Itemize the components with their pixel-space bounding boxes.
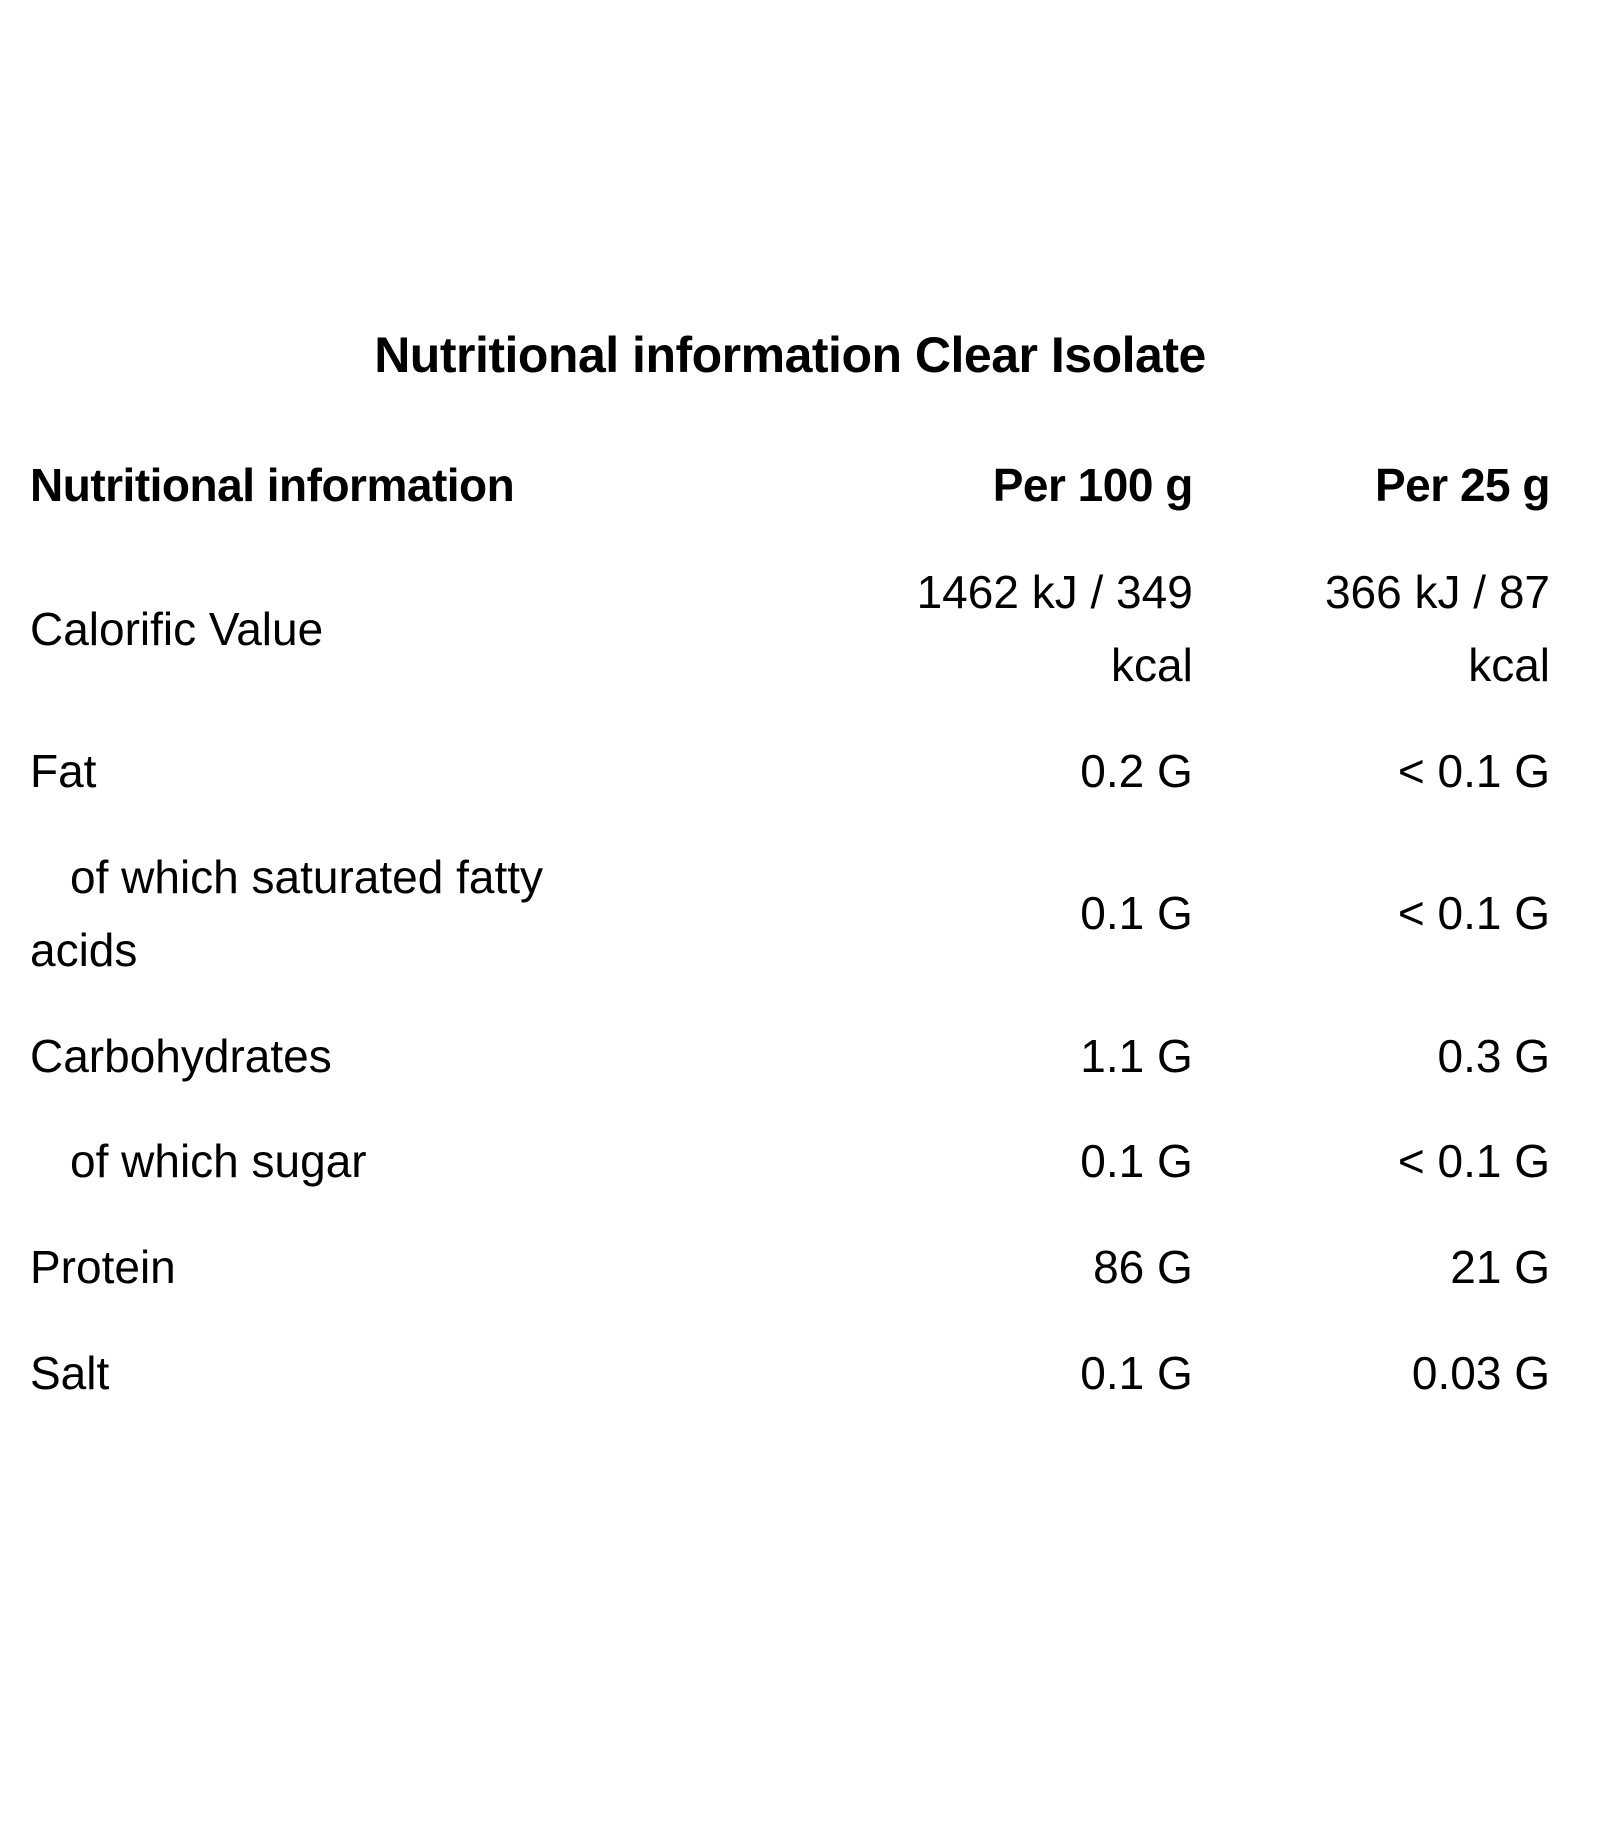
protein-per-25g: 21 G bbox=[1450, 1240, 1550, 1293]
table-header-row: Nutritional information Per 100 g Per 25… bbox=[30, 440, 1551, 540]
row-label-sugar: of which sugar bbox=[70, 1135, 367, 1188]
table-row-protein: Protein 86 G 21 G bbox=[30, 1215, 1550, 1321]
saturated-fatty-acids-per-100g: 0.1 G bbox=[1080, 887, 1193, 940]
table-row-saturated-fatty-acids: of which saturated fatty acids 0.1 G < 0… bbox=[30, 825, 1550, 1004]
row-label-carbohydrates: Carbohydrates bbox=[30, 1029, 332, 1082]
calorific-value-per-25g: 366 kJ / 87 kcal bbox=[1324, 565, 1550, 692]
calorific-value-per-100g: 1462 kJ / 349 kcal bbox=[916, 565, 1193, 692]
column-header-nutritional-information: Nutritional information bbox=[30, 459, 515, 511]
row-label-salt: Salt bbox=[30, 1346, 110, 1399]
sugar-per-100g: 0.1 G bbox=[1080, 1135, 1193, 1188]
column-header-per-100g: Per 100 g bbox=[992, 459, 1194, 511]
table-row-salt: Salt 0.1 G 0.03 G bbox=[30, 1321, 1550, 1427]
carbohydrates-per-100g: 1.1 G bbox=[1080, 1029, 1193, 1082]
carbohydrates-per-25g: 0.3 G bbox=[1437, 1029, 1550, 1082]
sugar-per-25g: < 0.1 G bbox=[1397, 1135, 1550, 1188]
table-row-carbohydrates: Carbohydrates 1.1 G 0.3 G bbox=[30, 1004, 1550, 1110]
table-row-sugar: of which sugar 0.1 G < 0.1 G bbox=[30, 1109, 1550, 1215]
fat-per-100g: 0.2 G bbox=[1080, 744, 1193, 797]
column-header-per-25g: Per 25 g bbox=[1375, 459, 1551, 511]
saturated-fatty-acids-per-25g: < 0.1 G bbox=[1397, 887, 1550, 940]
nutrition-table: Nutritional information Per 100 g Per 25… bbox=[30, 440, 1551, 1427]
page-title: Nutritional information Clear Isolate bbox=[374, 327, 1206, 383]
protein-per-100g: 86 G bbox=[1093, 1240, 1193, 1293]
row-label-calorific-value: Calorific Value bbox=[30, 602, 324, 655]
row-label-saturated-fatty-acids: of which saturated fatty acids bbox=[30, 850, 544, 977]
row-label-protein: Protein bbox=[30, 1240, 176, 1293]
fat-per-25g: < 0.1 G bbox=[1397, 744, 1550, 797]
salt-per-25g: 0.03 G bbox=[1411, 1346, 1550, 1399]
salt-per-100g: 0.1 G bbox=[1080, 1346, 1193, 1399]
table-row-calorific-value: Calorific Value 1462 kJ / 349 kcal 366 k… bbox=[30, 540, 1550, 719]
table-row-fat: Fat 0.2 G < 0.1 G bbox=[30, 719, 1550, 825]
row-label-fat: Fat bbox=[30, 744, 97, 797]
